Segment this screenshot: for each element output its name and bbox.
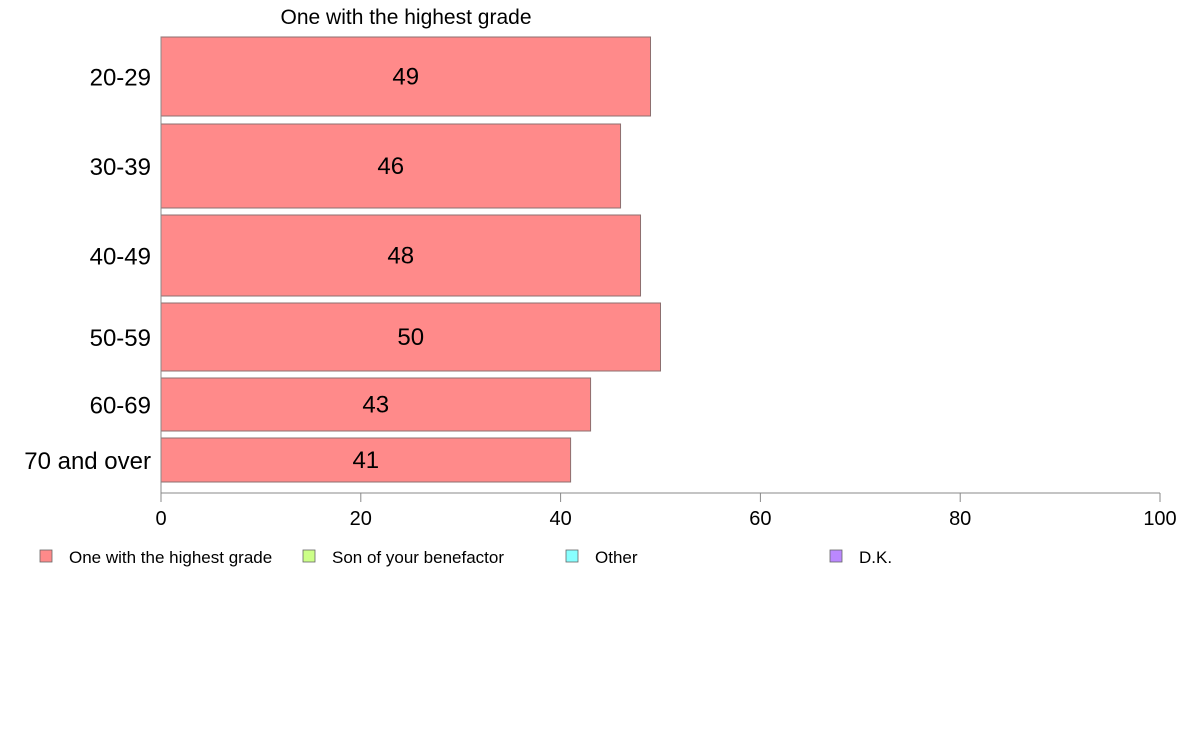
category-label: 30-39 <box>90 154 151 181</box>
legend-swatch <box>39 549 53 563</box>
legend-label: One with the highest grade <box>69 548 272 567</box>
bar-group: 49 20-29 46 30-39 48 40-49 50 50-59 43 60-69 41 70 … <box>24 36 661 483</box>
x-tick-label: 100 <box>1143 508 1176 530</box>
legend-swatch <box>829 549 843 563</box>
bar-20-29 <box>160 36 652 117</box>
bar-70-and-over <box>160 437 572 483</box>
legend-label: Son of your benefactor <box>332 548 504 567</box>
bar-value-label: 50 <box>397 324 424 351</box>
bar-60-69 <box>160 377 592 432</box>
bar-value-label: 48 <box>387 243 414 270</box>
legend-swatch <box>302 549 316 563</box>
category-label: 50-59 <box>90 325 151 352</box>
x-tick-label: 0 <box>155 508 166 530</box>
legend-swatch <box>565 549 579 563</box>
bar-value-label: 46 <box>377 153 404 180</box>
legend-label: D.K. <box>859 548 892 567</box>
x-tick-label: 20 <box>350 508 372 530</box>
category-label: 70 and over <box>24 448 151 475</box>
category-label: 40-49 <box>90 244 151 271</box>
bar-value-label: 43 <box>362 392 389 419</box>
chart-title: One with the highest grade <box>281 6 532 29</box>
bar-40-49 <box>160 214 642 297</box>
bar-value-label: 49 <box>392 64 419 91</box>
x-axis: 0 20 40 60 80 100 <box>155 37 1177 530</box>
category-label: 20-29 <box>90 65 151 92</box>
legend: One with the highest grade Son of your be… <box>39 548 892 567</box>
legend-label: Other <box>595 548 638 567</box>
category-label: 60-69 <box>90 393 151 420</box>
bar-value-label: 41 <box>352 447 379 474</box>
x-tick-label: 40 <box>549 508 571 530</box>
bar-50-59 <box>160 302 661 372</box>
x-tick-label: 60 <box>749 508 771 530</box>
x-tick-label: 80 <box>949 508 971 530</box>
bar-30-39 <box>160 123 622 209</box>
